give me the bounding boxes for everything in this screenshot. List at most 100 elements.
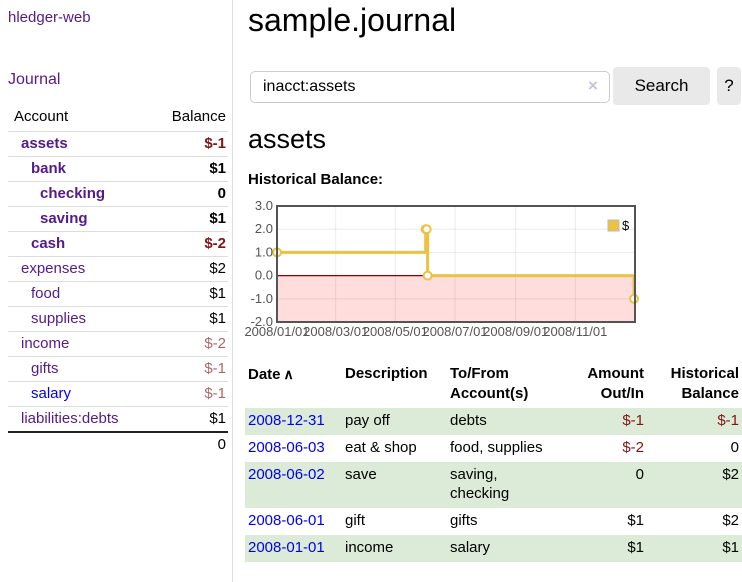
y-axis-tick-label: 0.0 <box>255 268 273 283</box>
transaction-description: pay off <box>345 412 390 429</box>
transaction-date-link[interactable]: 2008-12-31 <box>248 412 325 429</box>
register-row[interactable]: 2008-01-01 income salary $1 $1 <box>245 535 742 562</box>
transaction-date-link[interactable]: 2008-01-01 <box>248 539 325 556</box>
sidebar-item-journal[interactable]: Journal <box>8 71 61 88</box>
help-button[interactable]: ? <box>717 67 741 105</box>
account-balance: $1 <box>149 281 228 307</box>
account-link-checking[interactable]: checking <box>40 185 106 202</box>
legend-label: $ <box>622 218 630 233</box>
transaction-amount: $-2 <box>622 439 644 456</box>
description-column-header: Description <box>345 365 428 382</box>
transaction-description: eat & shop <box>345 439 417 456</box>
search-form: × Search ? <box>240 67 742 105</box>
account-row-cash: cash $-2 <box>8 231 228 257</box>
account-row-income: income $-2 <box>8 331 228 357</box>
transaction-accounts: debts <box>450 412 487 429</box>
account-balance: $-1 <box>149 131 228 157</box>
account-balance: $-1 <box>149 381 228 407</box>
transaction-amount: $1 <box>627 512 644 529</box>
accounts-header-row: Account Balance <box>8 104 228 132</box>
account-row-saving: saving $1 <box>8 206 228 232</box>
transaction-date-link[interactable]: 2008-06-01 <box>248 512 325 529</box>
x-axis-tick-label: 2008/11/01 <box>543 324 607 339</box>
account-link-bank[interactable]: bank <box>31 160 67 177</box>
account-link-liabilities-debts[interactable]: liabilities:debts <box>21 410 119 427</box>
sort-asc-icon: ∧ <box>283 366 294 382</box>
register-header-row: Date ∧ Description To/From Account(s) Amo… <box>245 362 742 408</box>
transaction-balance: $-1 <box>717 412 739 429</box>
legend-swatch <box>607 219 620 232</box>
transaction-description: gift <box>345 512 366 529</box>
negative-region <box>277 275 635 322</box>
account-row-salary: salary $-1 <box>8 381 228 407</box>
amount-column-header: Amount Out/In <box>587 365 644 402</box>
balance-column-header: Balance <box>149 104 228 132</box>
transaction-amount: 0 <box>635 466 644 483</box>
account-balance: $-2 <box>149 231 228 257</box>
account-balance: 0 <box>149 181 228 207</box>
account-balance: $2 <box>149 256 228 282</box>
account-link-expenses[interactable]: expenses <box>21 260 86 277</box>
account-row-supplies: supplies $1 <box>8 306 228 332</box>
y-axis-tick-label: 2.0 <box>255 221 273 236</box>
y-axis-tick-label: 3.0 <box>255 199 273 213</box>
transaction-amount: $1 <box>627 539 644 556</box>
transaction-accounts: gifts <box>450 512 478 529</box>
register-row[interactable]: 2008-12-31 pay off debts $-1 $-1 <box>245 408 742 435</box>
account-row-food: food $1 <box>8 281 228 307</box>
tofrom-column-header: To/From Account(s) <box>450 365 529 402</box>
account-row-checking: checking 0 <box>8 181 228 207</box>
transaction-amount: $-1 <box>622 412 644 429</box>
register-row[interactable]: 2008-06-03 eat & shop food, supplies $-2… <box>245 435 742 462</box>
account-link-food[interactable]: food <box>31 285 61 302</box>
balance-column-header: Historical Balance <box>670 365 739 402</box>
clear-search-icon[interactable]: × <box>588 76 598 95</box>
account-row-gifts: gifts $-1 <box>8 356 228 382</box>
accounts-total-row: 0 <box>8 431 228 457</box>
account-link-supplies[interactable]: supplies <box>31 310 87 327</box>
y-axis-tick-label: -2.0 <box>251 314 273 329</box>
brand-link[interactable]: hledger-web <box>8 9 91 26</box>
transaction-date-link[interactable]: 2008-06-02 <box>248 466 325 483</box>
register-row[interactable]: 2008-06-02 save saving, checking 0 $2 <box>245 462 742 508</box>
register-table: Date ∧ Description To/From Account(s) Amo… <box>245 362 742 562</box>
x-axis-tick-label: 2008/07/01 <box>422 324 487 339</box>
x-axis-tick-label: 2008/05/01 <box>363 324 428 339</box>
chart-frame <box>276 205 636 323</box>
transaction-date-link[interactable]: 2008-06-03 <box>248 439 325 456</box>
search-button[interactable]: Search <box>613 67 710 105</box>
account-link-income[interactable]: income <box>21 335 70 352</box>
account-balance: $1 <box>149 156 228 182</box>
account-link-saving[interactable]: saving <box>40 210 88 227</box>
data-point-marker <box>422 270 433 281</box>
x-axis-tick-label: 2008/03/01 <box>303 324 368 339</box>
account-page-title: assets <box>248 124 327 154</box>
account-link-cash[interactable]: cash <box>31 235 66 252</box>
account-link-assets[interactable]: assets <box>21 135 68 152</box>
page-title: sample.journal <box>248 2 457 38</box>
account-balance: $1 <box>149 406 228 433</box>
transaction-description: income <box>345 539 394 556</box>
register-row[interactable]: 2008-06-01 gift gifts $1 $2 <box>245 508 742 535</box>
account-row-assets: assets $-1 <box>8 131 228 157</box>
account-row-expenses: expenses $2 <box>8 256 228 282</box>
date-column-header[interactable]: Date ∧ <box>248 366 294 383</box>
transaction-balance: $2 <box>722 512 739 529</box>
accounts-total-value: 0 <box>149 431 228 457</box>
data-point-marker <box>421 224 432 235</box>
account-balance: $-1 <box>149 356 228 382</box>
transaction-description: save <box>345 466 377 483</box>
y-axis-tick-label: -1.0 <box>251 291 273 306</box>
account-balance: $1 <box>149 306 228 332</box>
x-axis-tick-label: 2008/09/01 <box>483 324 548 339</box>
transaction-balance: $2 <box>722 466 739 483</box>
account-link-salary[interactable]: salary <box>31 385 72 402</box>
transaction-balance: 0 <box>730 439 739 456</box>
account-balance: $-2 <box>149 331 228 357</box>
balance-chart[interactable]: $3.0 2.0 1.0 0.0 -1.0 -2.02008/01/012008/03/0… <box>240 199 742 344</box>
account-link-gifts[interactable]: gifts <box>31 360 59 377</box>
transaction-accounts: salary <box>450 539 491 556</box>
x-axis-tick-label: 2008/01/01 <box>244 324 309 339</box>
main-content: sample.journal × Search ? assets Histori… <box>240 0 742 582</box>
search-input[interactable] <box>250 71 610 103</box>
